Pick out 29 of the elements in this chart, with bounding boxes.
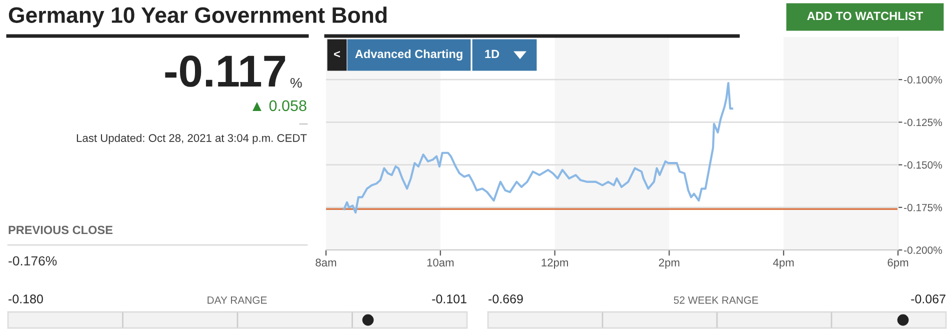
text: PREVIOUS CLOSE	[8, 226, 112, 234]
text: DAY RANGE	[208, 296, 267, 304]
text: Last Updated: Oct 28, 2021 at 3:04 p.m. CEDT	[76, 134, 307, 144]
text: -0.176%	[8, 256, 57, 266]
text: -0.067	[911, 294, 946, 304]
y-tick-label: -0.175%	[904, 204, 942, 212]
annotation: 1D	[485, 50, 500, 58]
annotation: Advanced Charting	[355, 49, 462, 61]
text: ▲ 0.058	[252, 100, 306, 112]
y-tick-label: -0.100%	[904, 76, 942, 84]
x-tick-label: 8am	[316, 258, 336, 266]
line-series	[343, 82, 734, 214]
annotation: <	[334, 50, 340, 58]
x-tick-label: 2pm	[658, 258, 680, 269]
x-tick-label: 4pm	[773, 258, 794, 269]
text: %	[290, 78, 302, 88]
text: -0.101	[432, 294, 466, 304]
text: ADD TO WATCHLIST	[807, 12, 924, 20]
text: 52 WEEK RANGE	[674, 296, 758, 304]
text: -0.180	[8, 294, 43, 304]
chart-title: Germany 10 Year Government Bond	[8, 6, 387, 28]
y-tick-label: -0.150%	[904, 161, 942, 169]
text: -0.669	[488, 294, 523, 304]
y-tick-label: -0.200%	[904, 246, 942, 254]
text: -0.117	[165, 55, 286, 87]
x-tick-label: 10am	[427, 258, 454, 266]
y-tick-label: -0.125%	[904, 118, 942, 126]
x-tick-label: 12pm	[542, 258, 568, 269]
x-tick-label: 6pm	[888, 258, 908, 269]
